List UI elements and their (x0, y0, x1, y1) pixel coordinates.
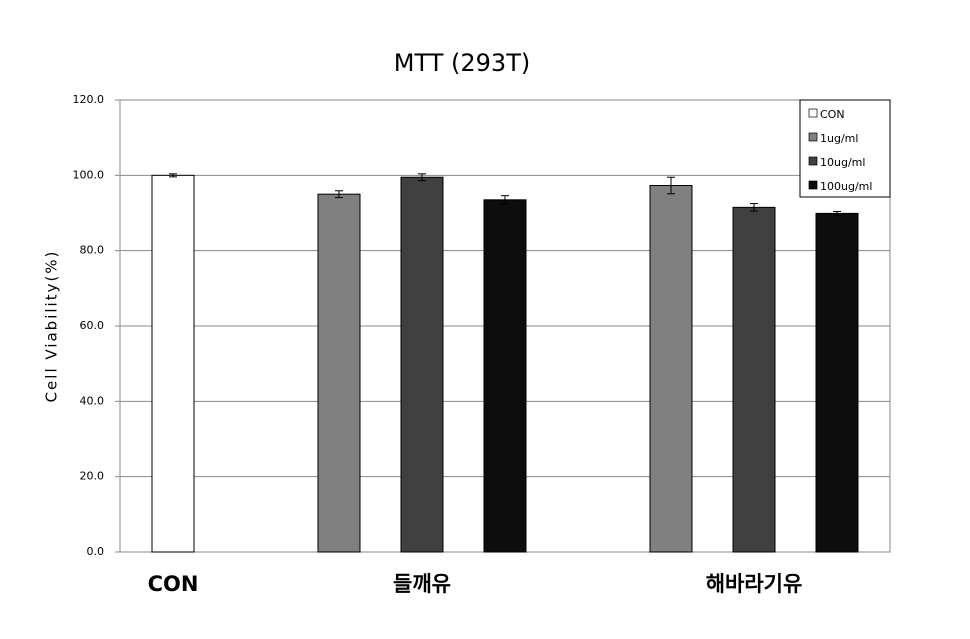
legend-label: 100ug/ml (820, 180, 872, 193)
legend-label: 10ug/ml (820, 156, 865, 169)
error-bar (750, 203, 758, 212)
bar (732, 206, 776, 553)
error-bar (833, 210, 841, 216)
bar (400, 176, 444, 553)
error-bar (501, 195, 509, 205)
legend-label: 1ug/ml (820, 132, 858, 145)
bar (649, 185, 693, 553)
x-tick-label: CON (148, 572, 199, 596)
x-tick-label: 들깨유 (393, 572, 451, 596)
bar (815, 212, 859, 553)
error-bar (418, 173, 426, 182)
y-tick-label: 60.0 (80, 319, 105, 332)
y-tick-label: 40.0 (80, 394, 105, 407)
legend-swatch (808, 180, 818, 190)
bar (483, 199, 527, 553)
x-tick-label: 해바라기유 (706, 572, 803, 596)
y-tick-label: 120.0 (73, 93, 105, 106)
y-tick-label: 80.0 (80, 244, 105, 257)
legend-swatch (808, 156, 818, 166)
error-bar (169, 173, 177, 178)
y-tick-label: 20.0 (80, 470, 105, 483)
y-tick-label: 0.0 (87, 545, 105, 558)
y-tick-label: 100.0 (73, 168, 105, 181)
chart-title: MTT (293T) (394, 49, 530, 77)
bar (151, 174, 195, 553)
error-bar (667, 176, 675, 195)
y-axis-label: Cell Viability(%) (43, 250, 61, 403)
bar (317, 193, 361, 553)
legend-swatch (808, 132, 818, 142)
legend-swatch (808, 108, 818, 118)
legend-label: CON (820, 108, 845, 121)
error-bar (335, 190, 343, 199)
